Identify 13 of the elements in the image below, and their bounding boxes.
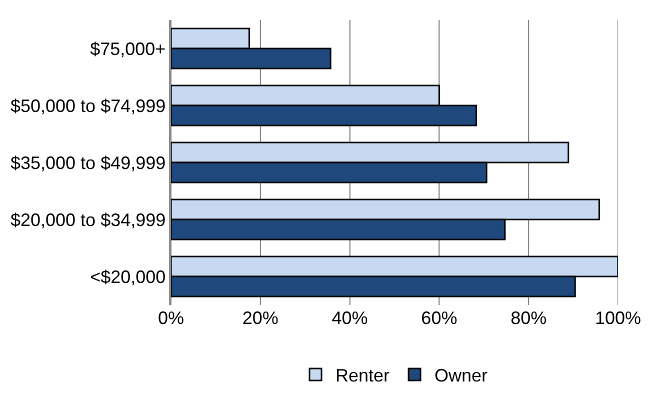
legend-label: Renter (336, 366, 390, 386)
x-tick-label: 20% (242, 308, 278, 328)
x-tick-label: 60% (421, 308, 458, 328)
y-tick-label: $20,000 to $34,999 (10, 210, 166, 230)
x-tick-label: 80% (510, 308, 547, 328)
x-tick-label: 0% (158, 308, 184, 328)
x-tick-label: 100% (594, 308, 642, 328)
y-tick-label: $75,000+ (90, 38, 166, 59)
x-tick-label: 40% (332, 308, 368, 328)
y-tick-label: $50,000 to $74,999 (10, 96, 166, 116)
legend-label: Owner (434, 366, 488, 386)
y-tick-label: $35,000 to $49,999 (10, 152, 166, 173)
y-tick-label: <$20,000 (90, 266, 166, 287)
